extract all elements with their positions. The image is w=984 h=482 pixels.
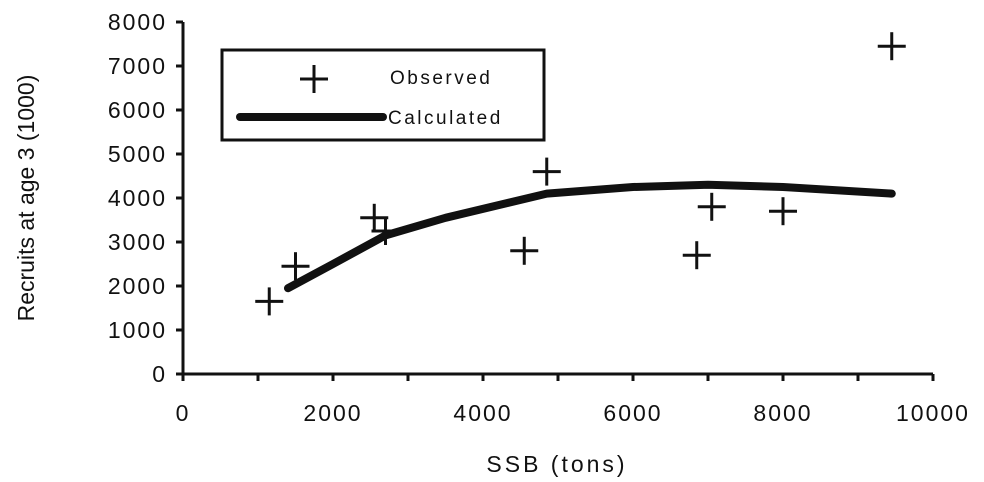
y-tick-label: 7000 [108, 53, 167, 79]
observed-point [360, 203, 389, 232]
y-tick-label: 6000 [108, 97, 167, 123]
legend-calculated-label: Calculated [388, 108, 503, 129]
plus-marker-icon [300, 65, 328, 93]
y-axis-title: Recruits at age 3 (1000) [13, 75, 39, 322]
x-tick-label: 8000 [753, 400, 812, 426]
x-axis-title: SSB (tons) [486, 451, 627, 477]
y-tick-label: 1000 [108, 317, 167, 343]
observed-point [281, 252, 310, 281]
y-tick-label: 3000 [108, 229, 167, 255]
legend-observed-marker [300, 65, 328, 93]
plot-area [255, 32, 906, 316]
observed-point [255, 287, 284, 316]
legend: Observed Calculated [220, 48, 546, 142]
legend-observed-label: Observed [390, 68, 492, 89]
x-tick-label: 2000 [303, 400, 362, 426]
y-tick-label: 0 [152, 361, 167, 387]
x-tick-label: 4000 [453, 400, 512, 426]
observed-point [682, 241, 711, 270]
observed-point [877, 32, 906, 61]
x-tick-label: 10000 [896, 400, 970, 426]
observed-point [769, 197, 797, 226]
x-tick-label: 6000 [603, 400, 662, 426]
y-tick-label: 4000 [108, 185, 167, 211]
axes: 0 1000 2000 3000 4000 5000 6000 7000 8000 0 2000 40… [108, 9, 970, 426]
y-tick-label: 8000 [108, 9, 167, 35]
observed-point [532, 157, 561, 186]
observed-point [371, 217, 400, 245]
y-tick-label: 5000 [108, 141, 167, 167]
observed-point [510, 236, 539, 265]
x-tick-label: 0 [176, 400, 191, 426]
y-tick-label: 2000 [108, 273, 167, 299]
observed-point [697, 192, 726, 221]
legend-box [220, 48, 546, 142]
calculated-line [284, 180, 896, 293]
